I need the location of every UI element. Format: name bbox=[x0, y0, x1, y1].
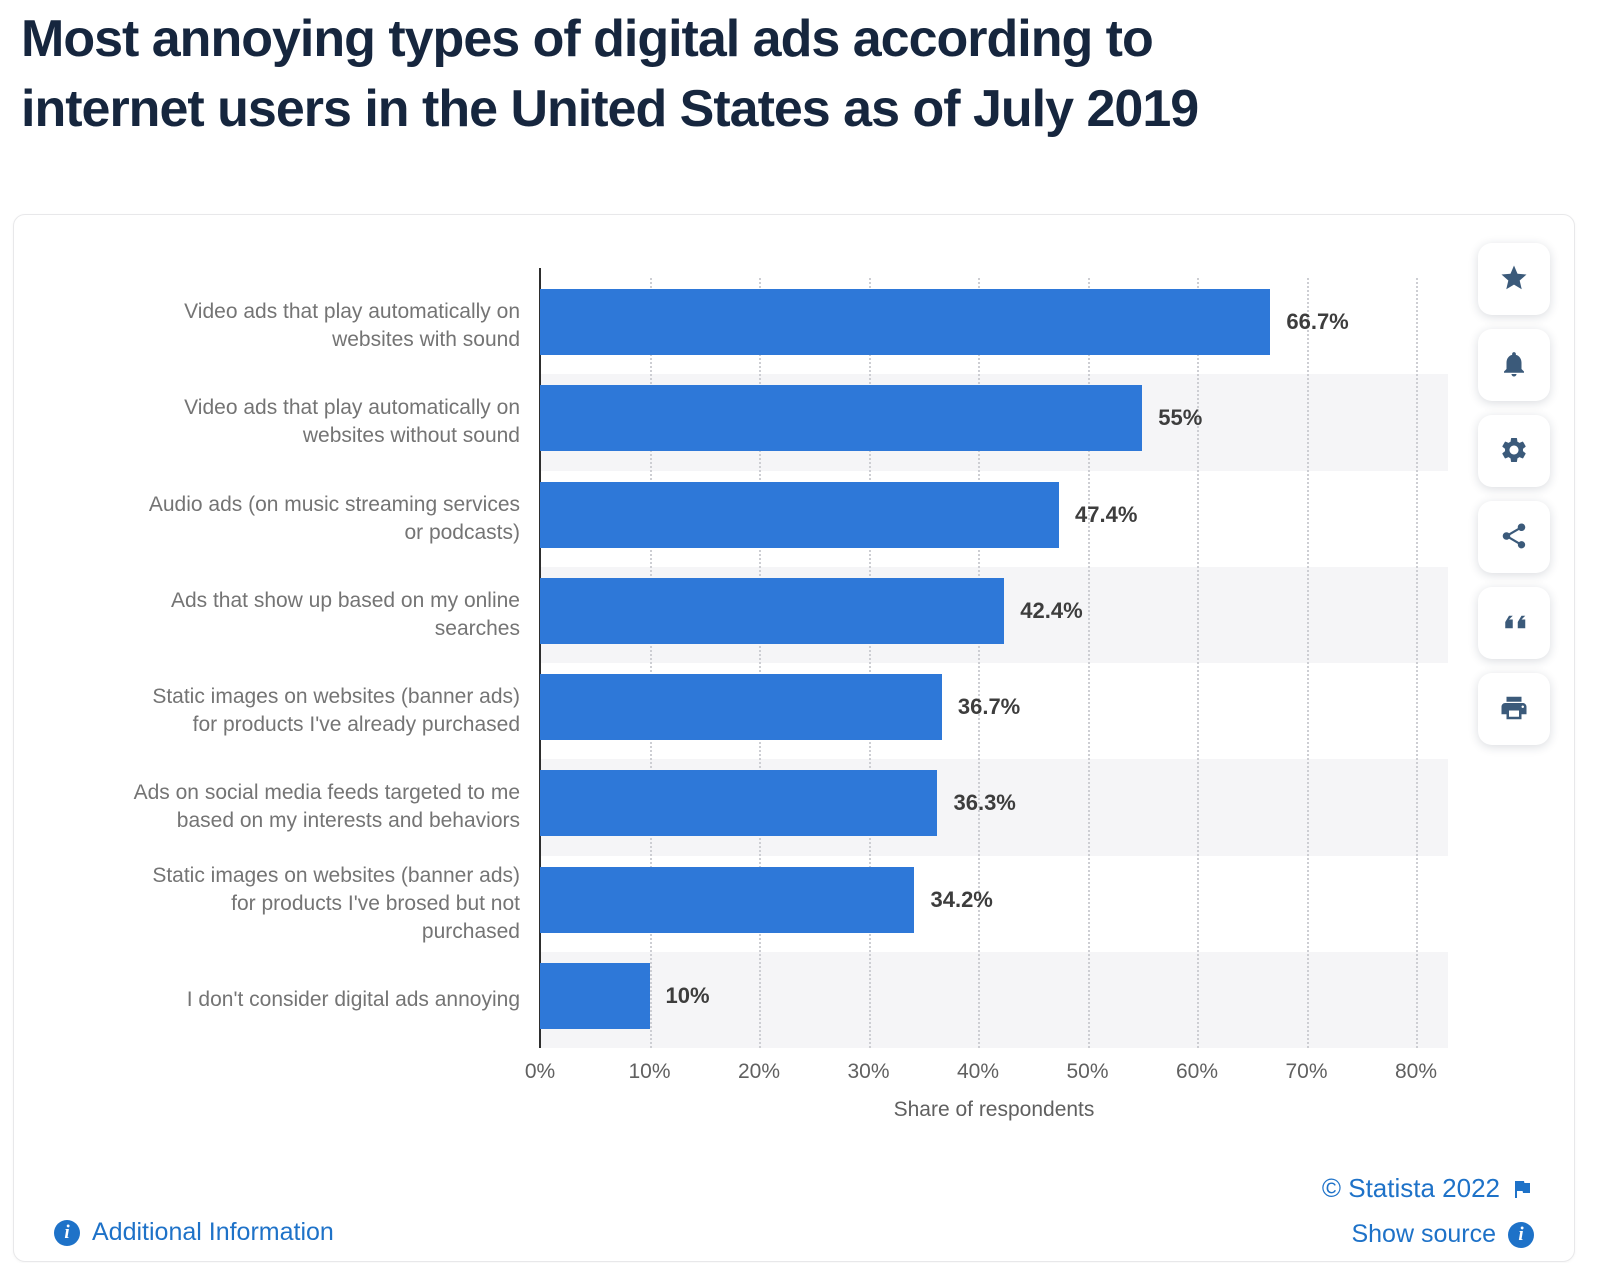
category-label: Video ads that play automatically on web… bbox=[184, 300, 520, 352]
bar bbox=[540, 866, 915, 933]
bar-value-label: 10% bbox=[665, 982, 710, 1008]
cite-button[interactable] bbox=[1478, 587, 1550, 659]
bar bbox=[540, 962, 650, 1029]
category-label: Ads that show up based on my online sear… bbox=[170, 588, 520, 640]
x-tick-label: 80% bbox=[1394, 1060, 1438, 1083]
category-label: I don't consider digital ads annoying bbox=[186, 987, 520, 1011]
share-button[interactable] bbox=[1478, 501, 1550, 573]
gridline bbox=[868, 278, 871, 1048]
bar-value-label: 66.7% bbox=[1286, 309, 1349, 334]
y-axis-line bbox=[539, 268, 541, 1048]
row-band bbox=[540, 951, 1448, 1048]
category-labels: Video ads that play automatically on web… bbox=[42, 278, 520, 1048]
bar-value-label: 36.7% bbox=[957, 694, 1021, 719]
info-icon bbox=[54, 1219, 80, 1246]
show-source-label: Show source bbox=[1351, 1220, 1496, 1248]
additional-information-link[interactable]: Additional Information bbox=[54, 1218, 334, 1247]
info-icon bbox=[1508, 1221, 1534, 1248]
alerts-button[interactable] bbox=[1478, 329, 1550, 401]
flag-icon bbox=[1510, 1177, 1534, 1201]
page-title: Most annoying types of digital ads accor… bbox=[21, 4, 1199, 144]
star-icon bbox=[1499, 263, 1529, 296]
x-tick-label: 70% bbox=[1285, 1060, 1328, 1083]
share-icon bbox=[1499, 521, 1529, 554]
x-tick-label: 60% bbox=[1175, 1060, 1219, 1083]
print-button[interactable] bbox=[1478, 673, 1550, 745]
gridline bbox=[759, 278, 761, 1048]
copyright-label: © Statista 2022 bbox=[1321, 1173, 1500, 1203]
bar-value-label: 55% bbox=[1158, 405, 1203, 431]
bar bbox=[540, 577, 1005, 644]
additional-information-label: Additional Information bbox=[92, 1218, 334, 1246]
bell-icon bbox=[1499, 349, 1529, 382]
plot-area: 66.7% 55% 47.4% 42.4% 36.7% 36.3% 34.2% 10% 0% 10… bbox=[525, 268, 1448, 1121]
bar-value-label: 47.4% bbox=[1075, 501, 1138, 527]
settings-button[interactable] bbox=[1478, 415, 1550, 487]
gridline bbox=[1416, 278, 1418, 1048]
favorite-button[interactable] bbox=[1478, 243, 1550, 315]
category-label: Static images on websites (banner ads) f… bbox=[152, 685, 520, 737]
statista-copyright-link[interactable]: © Statista 2022 bbox=[1322, 1173, 1534, 1204]
show-source-link[interactable]: Show source bbox=[1351, 1220, 1534, 1249]
bar bbox=[540, 289, 1271, 355]
bar-value-label: 42.4% bbox=[1020, 597, 1083, 623]
gridline bbox=[978, 278, 980, 1048]
gridline bbox=[649, 278, 652, 1048]
x-tick-label: 0% bbox=[524, 1060, 556, 1083]
quote-icon bbox=[1499, 607, 1529, 640]
gear-icon bbox=[1499, 435, 1529, 468]
category-label: Static images on websites (banner ads) f… bbox=[152, 863, 520, 943]
bar-value-label: 36.3% bbox=[953, 790, 1016, 816]
page-title-line-2: internet users in the United States as o… bbox=[21, 80, 1199, 138]
x-tick-label: 30% bbox=[847, 1060, 890, 1083]
bar bbox=[540, 385, 1143, 452]
printer-icon bbox=[1499, 693, 1529, 726]
gridline bbox=[1087, 278, 1090, 1048]
bar bbox=[540, 674, 942, 740]
bar bbox=[540, 770, 938, 837]
chart-card: Video ads that play automatically on web… bbox=[13, 214, 1575, 1262]
x-tick-label: 40% bbox=[956, 1060, 1000, 1083]
bar bbox=[540, 481, 1060, 548]
bar-value-label: 34.2% bbox=[930, 886, 993, 912]
x-tick-label: 10% bbox=[628, 1060, 671, 1083]
page-title-line-1: Most annoying types of digital ads accor… bbox=[21, 10, 1154, 68]
x-axis-title: Share of respondents bbox=[893, 1098, 1095, 1121]
category-label: Ads on social media feeds targeted to me… bbox=[133, 781, 520, 833]
gridline bbox=[1197, 278, 1199, 1048]
x-tick-label: 50% bbox=[1066, 1060, 1109, 1083]
gridline bbox=[1306, 278, 1309, 1048]
x-tick-label: 20% bbox=[737, 1060, 781, 1083]
category-label: Audio ads (on music streaming services o… bbox=[148, 492, 520, 544]
category-label: Video ads that play automatically on web… bbox=[184, 396, 520, 448]
